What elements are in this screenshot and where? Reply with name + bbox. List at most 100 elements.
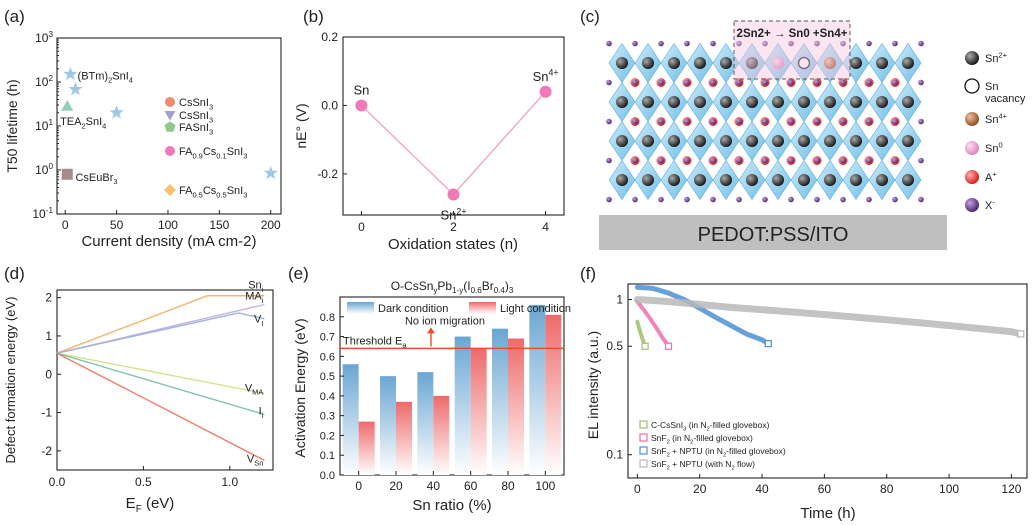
legend-marker [639, 459, 648, 468]
y-tick-label: 0.5 [606, 339, 623, 353]
x-tick-label: 50 [110, 218, 124, 232]
series-end-marker [641, 342, 649, 350]
point-label: (BTm)2SnI4 [78, 70, 133, 84]
legend-marker [164, 121, 176, 132]
series-label: Sni [248, 280, 263, 294]
sn2-atom [902, 135, 914, 147]
point-label: Sn [353, 82, 369, 97]
x-anion [684, 40, 690, 47]
x-tick-label: 100 [535, 479, 555, 493]
series-end-marker [764, 339, 772, 348]
dark-bar [342, 364, 359, 475]
legend-marker [965, 141, 979, 155]
sn2-atom [876, 96, 888, 108]
panel-f: (f) 0 20 40 60 80 100 120 1 0.5 0.1 C-CsSnI3 (in … [580, 264, 1028, 522]
x-anion [762, 118, 768, 125]
y-tick-label: 0.6 [320, 351, 335, 363]
x-anion [892, 40, 898, 47]
legend-label: X- [985, 198, 995, 212]
x-anion [840, 157, 846, 164]
y-tick-label: 0.1 [606, 448, 623, 462]
x-anion [814, 196, 820, 203]
data-point [63, 66, 78, 81]
legend-label: CsSnI3 [179, 97, 213, 111]
y-tick-label: 0.2 [320, 430, 335, 442]
x-anion [814, 40, 820, 47]
light-bar [545, 314, 562, 475]
legend-label: A+ [985, 170, 997, 184]
panel-b-ylabel: nE° (V) [293, 103, 309, 148]
x-anion [840, 118, 846, 125]
dark-bar [380, 376, 396, 475]
panel-e-ylabel: Activation Energy (eV) [292, 318, 308, 457]
sn2-atom [720, 57, 732, 69]
legend-label: CsSnI3 [179, 110, 213, 124]
y-tick-label: 0.7 [320, 332, 335, 344]
panel-f-xlabel: Time (h) [800, 505, 855, 522]
x-anion [788, 79, 794, 86]
x-tick-label: 40 [755, 482, 769, 496]
x-anion [736, 157, 742, 164]
legend-marker [165, 97, 175, 107]
x-anion [814, 118, 820, 125]
legend-label: Sn0 [985, 141, 1003, 155]
sn2-atom [616, 174, 628, 186]
x-tick-label: 40 [427, 479, 441, 493]
sn2-atom [902, 57, 914, 69]
light-bar [508, 338, 524, 475]
y-tick-label: 0.4 [320, 391, 335, 403]
point-label: TEA2SnI4 [60, 116, 106, 130]
x-anion [606, 157, 612, 164]
x-anion [684, 196, 690, 203]
x-tick-label: 80 [880, 482, 894, 496]
x-anion [684, 118, 690, 125]
series-line [56, 352, 265, 462]
sn2-atom [876, 135, 888, 147]
sn2-atom [616, 135, 628, 147]
sn2-atom [616, 57, 628, 69]
x-tick-label: 150 [209, 218, 229, 232]
x-anion [762, 79, 768, 86]
series-label: Ii [259, 405, 264, 419]
x-anion [736, 196, 742, 203]
panel-e: (e) O-CsSnyPb1-y(I0.6Br0.4)3 Threshold E… [288, 264, 571, 514]
x-tick-label: 200 [261, 218, 281, 232]
x-anion [710, 196, 716, 203]
y-tick-label: 0.1 [320, 450, 335, 462]
x-anion [814, 79, 820, 86]
legend-marker [965, 170, 979, 184]
x-anion [710, 40, 716, 47]
legend-marker [639, 420, 648, 429]
legend-label: Sn2+ [985, 51, 1007, 65]
panel-e-frame [339, 296, 565, 476]
sn2-atom [876, 174, 888, 186]
data-point [447, 188, 460, 201]
panel-b-label: (b) [303, 7, 324, 26]
sn2-atom [642, 174, 654, 186]
x-anion [762, 196, 768, 203]
sn2-atom [824, 135, 836, 147]
sn2-atom [772, 174, 784, 186]
x-anion [918, 79, 924, 86]
sn2-atom [902, 174, 914, 186]
series-label: MAi [245, 291, 264, 305]
panel-d-frame [56, 289, 274, 471]
y-tick-label: -1 [41, 406, 52, 420]
x-anion [736, 79, 742, 86]
y-tick-label: 0.2 [321, 30, 338, 44]
data-point [61, 168, 73, 180]
sn2-atom [798, 174, 810, 186]
series-line [56, 312, 265, 354]
panel-a-xlabel: Current density (mA cm-2) [81, 233, 256, 250]
x-tick-label: 20 [693, 482, 707, 496]
light-bar [470, 348, 487, 475]
point-label: CsEuBr3 [75, 172, 117, 186]
x-tick-label: 120 [1001, 482, 1021, 496]
x-tick-label: 60 [818, 482, 832, 496]
x-anion [606, 196, 612, 203]
x-anion [710, 118, 716, 125]
substrate [599, 215, 947, 250]
sn2-atom [850, 135, 862, 147]
x-anion [788, 40, 794, 47]
